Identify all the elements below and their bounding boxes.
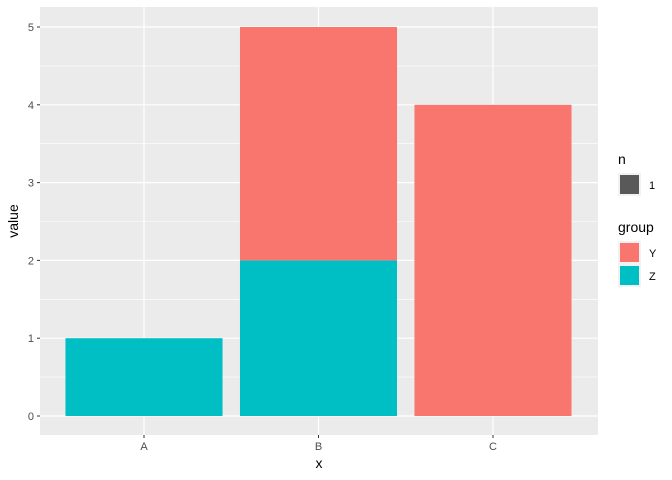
x-tick-label: B [315, 441, 322, 453]
x-axis-title: x [316, 455, 323, 471]
x-tick-label: C [489, 441, 497, 453]
legend-label: 1 [649, 180, 655, 192]
legend-key [620, 243, 639, 262]
y-tick-label: 4 [28, 100, 34, 112]
legend-key [620, 175, 639, 194]
legend-title: n [618, 151, 626, 167]
legend-label: Z [649, 271, 656, 283]
y-axis: 0 1 2 3 4 5 [28, 22, 40, 423]
bar-A-Z [65, 338, 223, 416]
y-tick-label: 2 [28, 255, 34, 267]
legend-label: Y [649, 248, 657, 260]
legend: n 1 group YZ [618, 151, 657, 287]
bar-C-Y [414, 104, 572, 417]
legend-title: group [618, 219, 654, 235]
y-tick-label: 3 [28, 178, 34, 190]
bar-B-Y [239, 27, 398, 261]
x-tick-label: A [140, 441, 148, 453]
legend-key [620, 266, 639, 285]
y-tick-label: 1 [28, 333, 34, 345]
y-tick-label: 0 [28, 411, 34, 423]
bars [65, 27, 572, 417]
y-tick-label: 5 [28, 22, 34, 34]
x-axis: A B C [140, 435, 497, 453]
bar-B-Z [239, 260, 398, 416]
y-axis-title: value [5, 204, 21, 238]
